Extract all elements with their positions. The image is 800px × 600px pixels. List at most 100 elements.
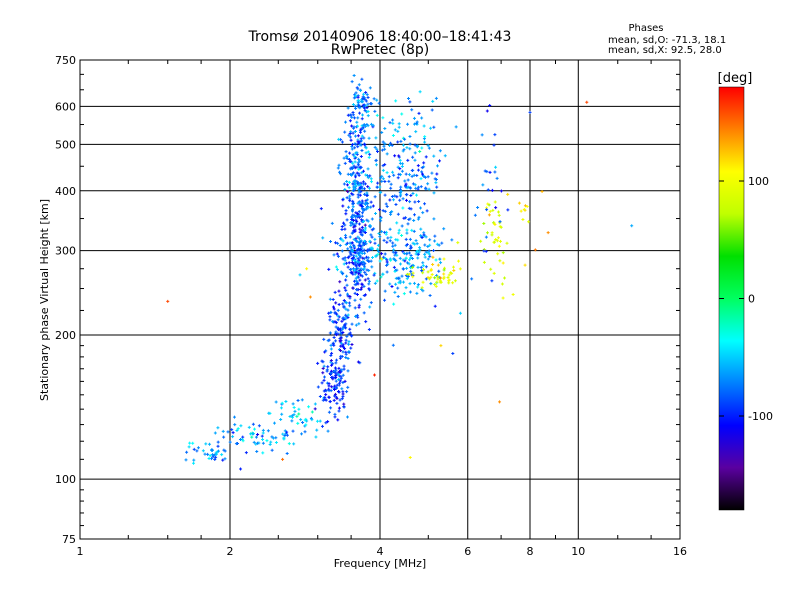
data-point [353,291,357,295]
data-point [331,342,335,346]
data-point [434,96,438,100]
data-point [484,235,488,239]
data-point [501,296,505,300]
data-point [470,277,474,281]
data-point [487,213,491,217]
data-point [424,187,428,191]
data-point [353,129,357,133]
data-point [416,164,420,168]
data-point [330,221,334,225]
data-point [398,281,402,285]
data-point [442,272,446,276]
data-point [261,441,265,445]
data-point [372,273,376,277]
data-point [303,418,307,422]
data-point [348,327,352,331]
data-point [338,293,342,297]
data-point [362,219,366,223]
data-point [411,241,415,245]
data-point [345,218,349,222]
data-point [347,301,351,305]
data-point [346,415,349,419]
data-point [338,349,342,353]
data-point [490,231,494,235]
data-point [195,449,199,453]
data-point [392,257,396,261]
data-point [361,127,365,131]
data-point [364,151,368,155]
data-point [506,192,510,196]
data-point [334,379,338,383]
data-point [424,265,428,269]
data-point [208,442,212,446]
data-point [373,254,377,258]
data-point [354,254,358,258]
data-point [361,95,365,99]
x-tick-label: 16 [673,545,687,558]
data-point [359,181,363,185]
data-point [382,144,386,148]
data-point [421,264,425,268]
data-point [429,126,433,130]
data-point [350,241,354,245]
data-point [494,237,498,241]
data-point [352,243,356,247]
data-point [414,239,418,243]
data-point [343,256,347,260]
data-point [344,341,348,345]
data-point [373,237,377,241]
data-point [404,193,408,197]
data-point [341,330,345,334]
data-point [426,244,430,248]
data-point [384,202,388,206]
data-point [341,350,345,354]
data-point [366,110,370,114]
data-point [416,185,420,189]
data-point [355,171,359,175]
data-point [365,106,369,110]
data-point [315,419,319,423]
data-point [350,115,354,119]
data-point [377,101,381,105]
data-point [376,247,380,251]
data-point [442,268,446,272]
data-point [402,251,406,255]
data-point [272,421,276,425]
data-point [346,172,350,176]
data-point [367,248,371,252]
data-point [378,259,382,263]
data-point [396,212,400,216]
data-point [341,239,345,243]
data-point [367,259,371,263]
data-point [396,276,400,280]
data-point [336,166,340,170]
data-point [346,265,350,269]
data-point [292,406,296,410]
data-point [499,189,503,193]
data-point [353,160,357,164]
data-point [421,172,425,176]
data-point [424,155,428,159]
data-point [381,116,385,120]
data-point [429,275,433,279]
data-point [381,164,385,168]
data-point [261,428,265,432]
data-point [360,211,364,215]
data-point [421,280,425,284]
data-point [424,277,428,281]
data-point [318,395,322,399]
data-point [344,313,348,317]
data-point [353,306,357,310]
data-point [353,229,357,233]
data-point [356,101,360,105]
data-point [406,178,410,182]
data-point [409,193,413,197]
data-point [356,116,360,120]
y-tick-label: 500 [55,138,76,151]
data-point [417,215,421,219]
data-point [369,233,373,237]
data-point [310,418,314,422]
data-point [369,177,373,181]
data-point [341,343,345,347]
data-point [385,152,389,156]
